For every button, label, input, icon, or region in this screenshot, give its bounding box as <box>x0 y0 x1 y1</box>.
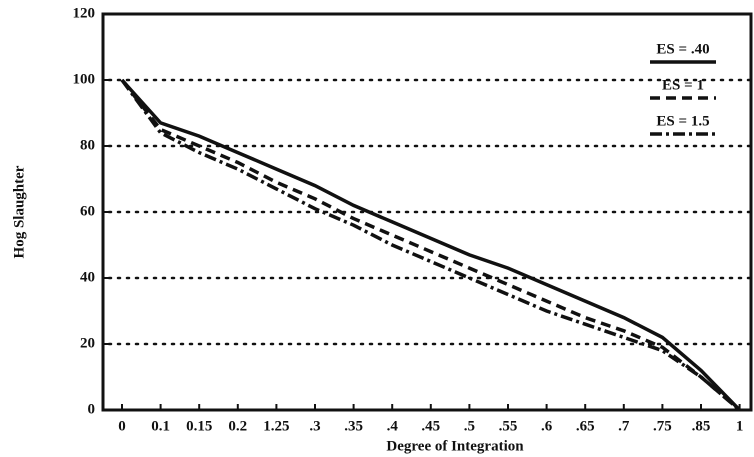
y-axis-label: Hog Slaughter <box>11 165 27 258</box>
x-tick-label: .65 <box>576 418 595 434</box>
legend-label: ES = .40 <box>656 41 709 57</box>
legend-label: ES = 1 <box>662 77 704 93</box>
x-tick-label: 1 <box>736 418 744 434</box>
x-tick-label: .55 <box>499 418 518 434</box>
y-tick-label: 40 <box>80 269 95 285</box>
x-axis-label: Degree of Integration <box>386 438 524 454</box>
series-line <box>120 78 741 412</box>
x-tick-label: .5 <box>464 418 475 434</box>
series-line <box>120 78 741 412</box>
x-tick-label: .6 <box>541 418 553 434</box>
y-tick-label: 120 <box>73 5 96 21</box>
y-tick-label: 80 <box>80 137 95 153</box>
series-line <box>120 78 741 412</box>
x-tick-label: 0.2 <box>228 418 247 434</box>
x-tick-label: 1.25 <box>263 418 289 434</box>
x-tick-label: .35 <box>344 418 363 434</box>
y-tick-label: 20 <box>80 335 95 351</box>
y-tick-label: 0 <box>88 401 96 417</box>
x-tick-label: 0.15 <box>186 418 212 434</box>
legend-label: ES = 1.5 <box>656 113 709 129</box>
x-tick-label: .7 <box>618 418 630 434</box>
x-tick-label: 0.1 <box>151 418 170 434</box>
x-tick-label: .3 <box>309 418 320 434</box>
x-tick-label: .4 <box>387 418 399 434</box>
y-tick-label: 100 <box>73 71 96 87</box>
x-tick-label: .85 <box>692 418 711 434</box>
x-tick-label: 0 <box>118 418 126 434</box>
x-tick-label: .45 <box>421 418 440 434</box>
x-tick-label: .75 <box>653 418 672 434</box>
y-tick-label: 60 <box>80 203 95 219</box>
